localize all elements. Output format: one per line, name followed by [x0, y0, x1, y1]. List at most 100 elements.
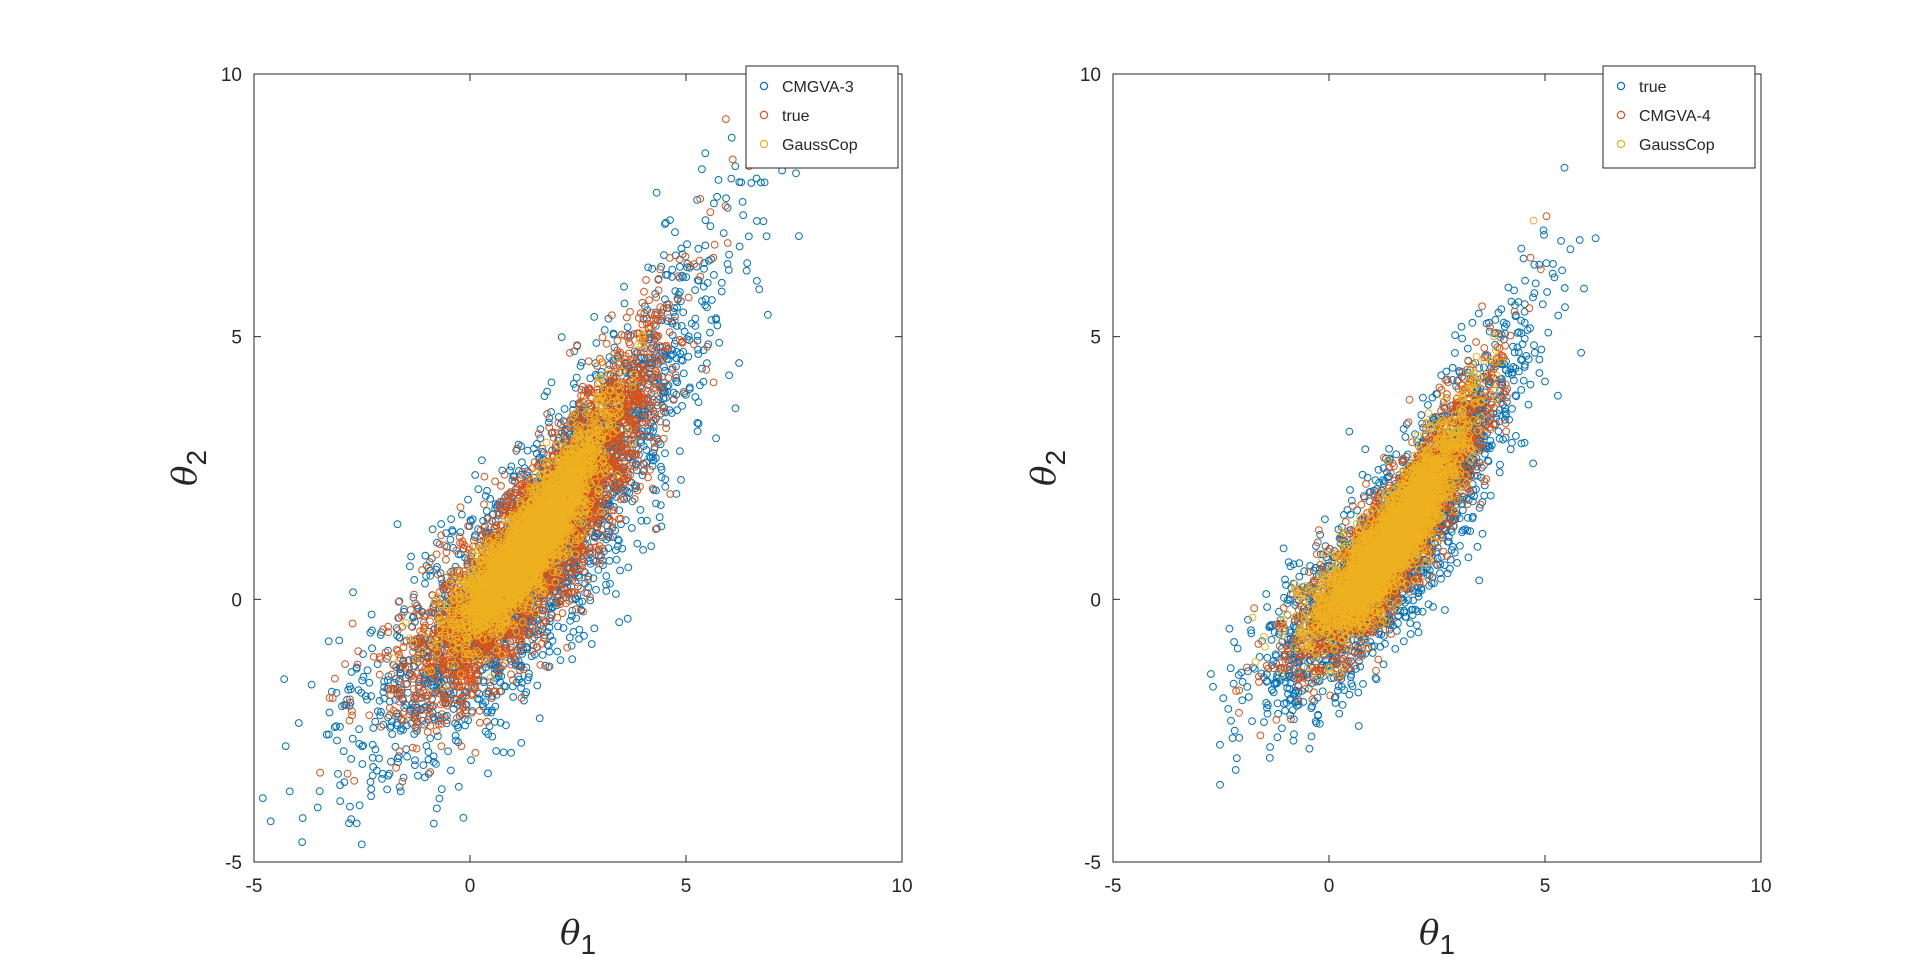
data-point — [359, 672, 368, 681]
data-point — [567, 641, 576, 650]
data-point — [464, 495, 472, 504]
data-point — [684, 293, 693, 302]
data-point — [459, 813, 468, 822]
data-point — [691, 393, 700, 401]
data-point — [611, 546, 620, 554]
data-point — [474, 485, 483, 494]
data-point — [335, 636, 344, 645]
data-point — [358, 760, 367, 768]
data-point — [522, 688, 531, 697]
data-point — [722, 115, 730, 123]
data-point — [731, 404, 740, 413]
data-point — [509, 472, 518, 481]
data-point — [357, 840, 366, 849]
data-point — [258, 794, 267, 802]
data-point — [694, 398, 703, 407]
data-point — [348, 619, 357, 628]
data-point — [383, 785, 392, 794]
data-point — [602, 339, 611, 348]
data-point — [703, 303, 711, 312]
data-point — [710, 271, 718, 279]
data-point — [285, 787, 294, 796]
data-point — [728, 155, 737, 164]
data-point — [492, 747, 501, 755]
data-point — [368, 626, 376, 635]
data-point — [368, 644, 377, 653]
data-point — [759, 217, 768, 226]
data-point — [676, 262, 684, 271]
data-point — [456, 503, 465, 512]
data-point — [366, 628, 375, 637]
data-point — [702, 365, 711, 374]
data-point — [331, 674, 339, 683]
data-point — [590, 624, 599, 633]
data-point — [333, 736, 341, 745]
data-point — [693, 427, 702, 436]
data-point — [640, 287, 648, 296]
data-point — [652, 188, 661, 197]
data-point — [294, 719, 303, 727]
data-point — [523, 446, 532, 455]
data-point — [679, 369, 688, 378]
data-point — [375, 670, 384, 679]
data-point — [661, 449, 669, 458]
data-point — [723, 239, 732, 247]
data-point — [739, 211, 748, 220]
data-point — [602, 587, 611, 595]
data-point — [659, 434, 668, 443]
data-point — [536, 661, 545, 669]
data-point — [623, 614, 632, 623]
data-point — [622, 313, 631, 322]
data-point — [600, 326, 609, 334]
data-point — [706, 208, 715, 217]
data-point — [764, 310, 772, 319]
data-point — [553, 647, 562, 656]
data-point — [336, 797, 345, 805]
data-point — [753, 217, 761, 225]
data-point — [679, 308, 688, 317]
data-point — [447, 766, 455, 775]
data-point — [376, 711, 385, 720]
data-point — [347, 815, 356, 823]
data-point — [363, 666, 372, 675]
data-point — [589, 574, 598, 583]
data-point — [327, 687, 336, 696]
data-point — [685, 383, 694, 392]
data-point — [575, 635, 583, 643]
data-point — [615, 618, 624, 627]
data-point — [693, 332, 702, 340]
data-point — [508, 682, 517, 691]
data-point — [449, 705, 458, 713]
data-point — [339, 747, 348, 756]
data-point — [683, 240, 691, 249]
data-point — [661, 366, 669, 375]
data-point — [365, 711, 374, 720]
data-point — [395, 747, 404, 756]
data-point — [648, 264, 657, 273]
data-point — [429, 819, 438, 828]
data-point — [435, 794, 444, 803]
data-point — [755, 285, 764, 294]
data-point — [592, 339, 601, 347]
data-point — [538, 651, 547, 659]
data-point — [350, 776, 359, 785]
data-point — [422, 742, 431, 750]
data-point — [620, 299, 629, 308]
data-point — [760, 178, 769, 187]
data-point — [747, 179, 756, 187]
data-point — [418, 566, 427, 574]
data-point — [509, 693, 518, 701]
data-point — [792, 169, 800, 178]
data-point — [717, 278, 726, 287]
data-point — [710, 199, 718, 208]
data-point — [367, 792, 376, 801]
data-point — [411, 761, 419, 769]
data-point — [620, 282, 628, 291]
data-point — [691, 286, 699, 295]
data-point — [369, 724, 378, 732]
data-point — [677, 476, 685, 484]
data-point — [742, 266, 751, 275]
data-point — [393, 520, 402, 529]
data-point — [345, 819, 353, 828]
